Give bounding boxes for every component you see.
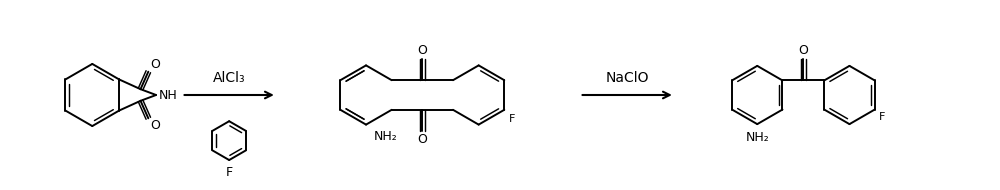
Text: F: F [509,114,516,124]
Text: NaClO: NaClO [605,71,649,85]
Text: O: O [150,119,160,132]
Text: F: F [226,166,233,179]
Text: AlCl₃: AlCl₃ [213,71,245,85]
Text: NH: NH [159,89,178,101]
Text: NH₂: NH₂ [745,131,769,144]
Text: F: F [879,112,885,123]
Text: O: O [417,133,427,146]
Text: O: O [150,58,160,71]
Text: O: O [798,44,808,57]
Text: NH₂: NH₂ [374,130,398,143]
Text: O: O [417,44,427,57]
